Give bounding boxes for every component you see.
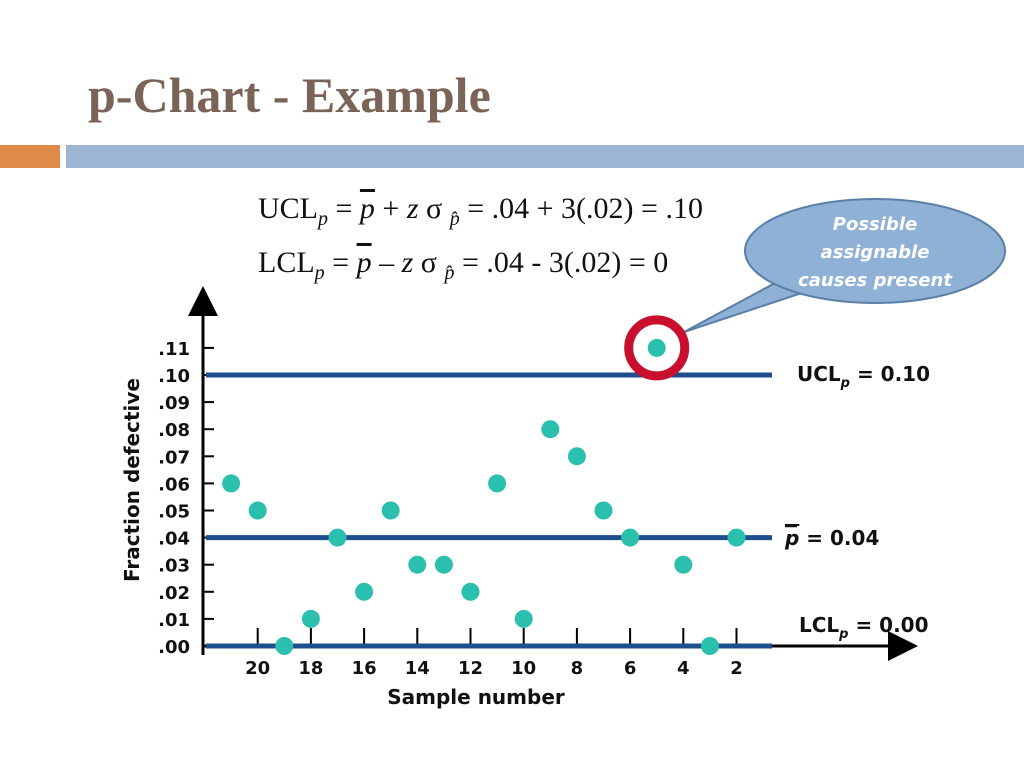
x-tick-label: 14 xyxy=(405,658,430,679)
accent-band-orange xyxy=(0,145,60,168)
y-tick-label: .10 xyxy=(158,366,190,387)
data-point xyxy=(674,555,693,574)
data-point xyxy=(381,501,400,520)
data-point xyxy=(567,447,586,466)
x-tick-label: 2 xyxy=(730,658,743,679)
data-point xyxy=(355,582,374,601)
y-tick-label: .02 xyxy=(158,583,190,604)
y-tick-label: .08 xyxy=(158,420,190,441)
ucl-label: UCLp = 0.10 xyxy=(797,362,930,391)
y-tick-label: .07 xyxy=(158,447,190,468)
callout-line-1: Possible xyxy=(833,214,917,235)
data-point xyxy=(541,420,560,439)
data-point xyxy=(222,474,241,493)
pbar-label: p = 0.04 xyxy=(784,526,879,550)
callout-line-3: causes present xyxy=(798,270,953,291)
x-axis-title: Sample number xyxy=(387,685,565,709)
y-tick-label: .11 xyxy=(158,339,190,360)
y-tick-label: .09 xyxy=(158,393,190,414)
x-tick-label: 20 xyxy=(245,658,270,679)
accent-band-blue xyxy=(66,145,1024,168)
x-tick-label: 16 xyxy=(352,658,377,679)
y-tick-label: .01 xyxy=(158,610,190,631)
y-tick-label: .00 xyxy=(158,637,190,658)
data-point xyxy=(700,637,719,655)
y-tick-label: .06 xyxy=(158,474,190,495)
data-point xyxy=(647,338,666,357)
x-tick-label: 12 xyxy=(458,658,483,679)
x-tick-label: 8 xyxy=(571,658,584,679)
x-tick-label: 4 xyxy=(677,658,690,679)
data-point xyxy=(594,501,613,520)
data-point xyxy=(275,637,294,655)
callout-line-2: assignable xyxy=(821,242,930,263)
data-point xyxy=(727,528,746,547)
y-tick-label: .04 xyxy=(158,529,190,550)
y-tick-label: .05 xyxy=(158,502,190,523)
lcl-formula: LCLp = p – z σ p̂ = .04 - 3(.02) = 0 xyxy=(258,246,669,284)
x-tick-label: 18 xyxy=(298,658,323,679)
data-point xyxy=(408,555,427,574)
data-point xyxy=(434,555,453,574)
data-point xyxy=(248,501,267,520)
data-point xyxy=(301,609,320,628)
y-axis-title: Fraction defective xyxy=(120,378,144,582)
ucl-formula: UCLp = p + z σ p̂ = .04 + 3(.02) = .10 xyxy=(258,192,703,230)
x-tick-label: 6 xyxy=(624,658,637,679)
y-tick-label: .03 xyxy=(158,556,190,577)
data-point xyxy=(488,474,507,493)
callout-bubble: Possible assignable causes present xyxy=(683,198,1006,333)
data-point xyxy=(514,609,533,628)
data-point xyxy=(621,528,640,547)
lcl-label: LCLp = 0.00 xyxy=(799,613,929,642)
x-tick-label: 10 xyxy=(511,658,536,679)
data-point xyxy=(461,582,480,601)
slide-title: p-Chart - Example xyxy=(88,67,491,123)
data-point xyxy=(328,528,347,547)
